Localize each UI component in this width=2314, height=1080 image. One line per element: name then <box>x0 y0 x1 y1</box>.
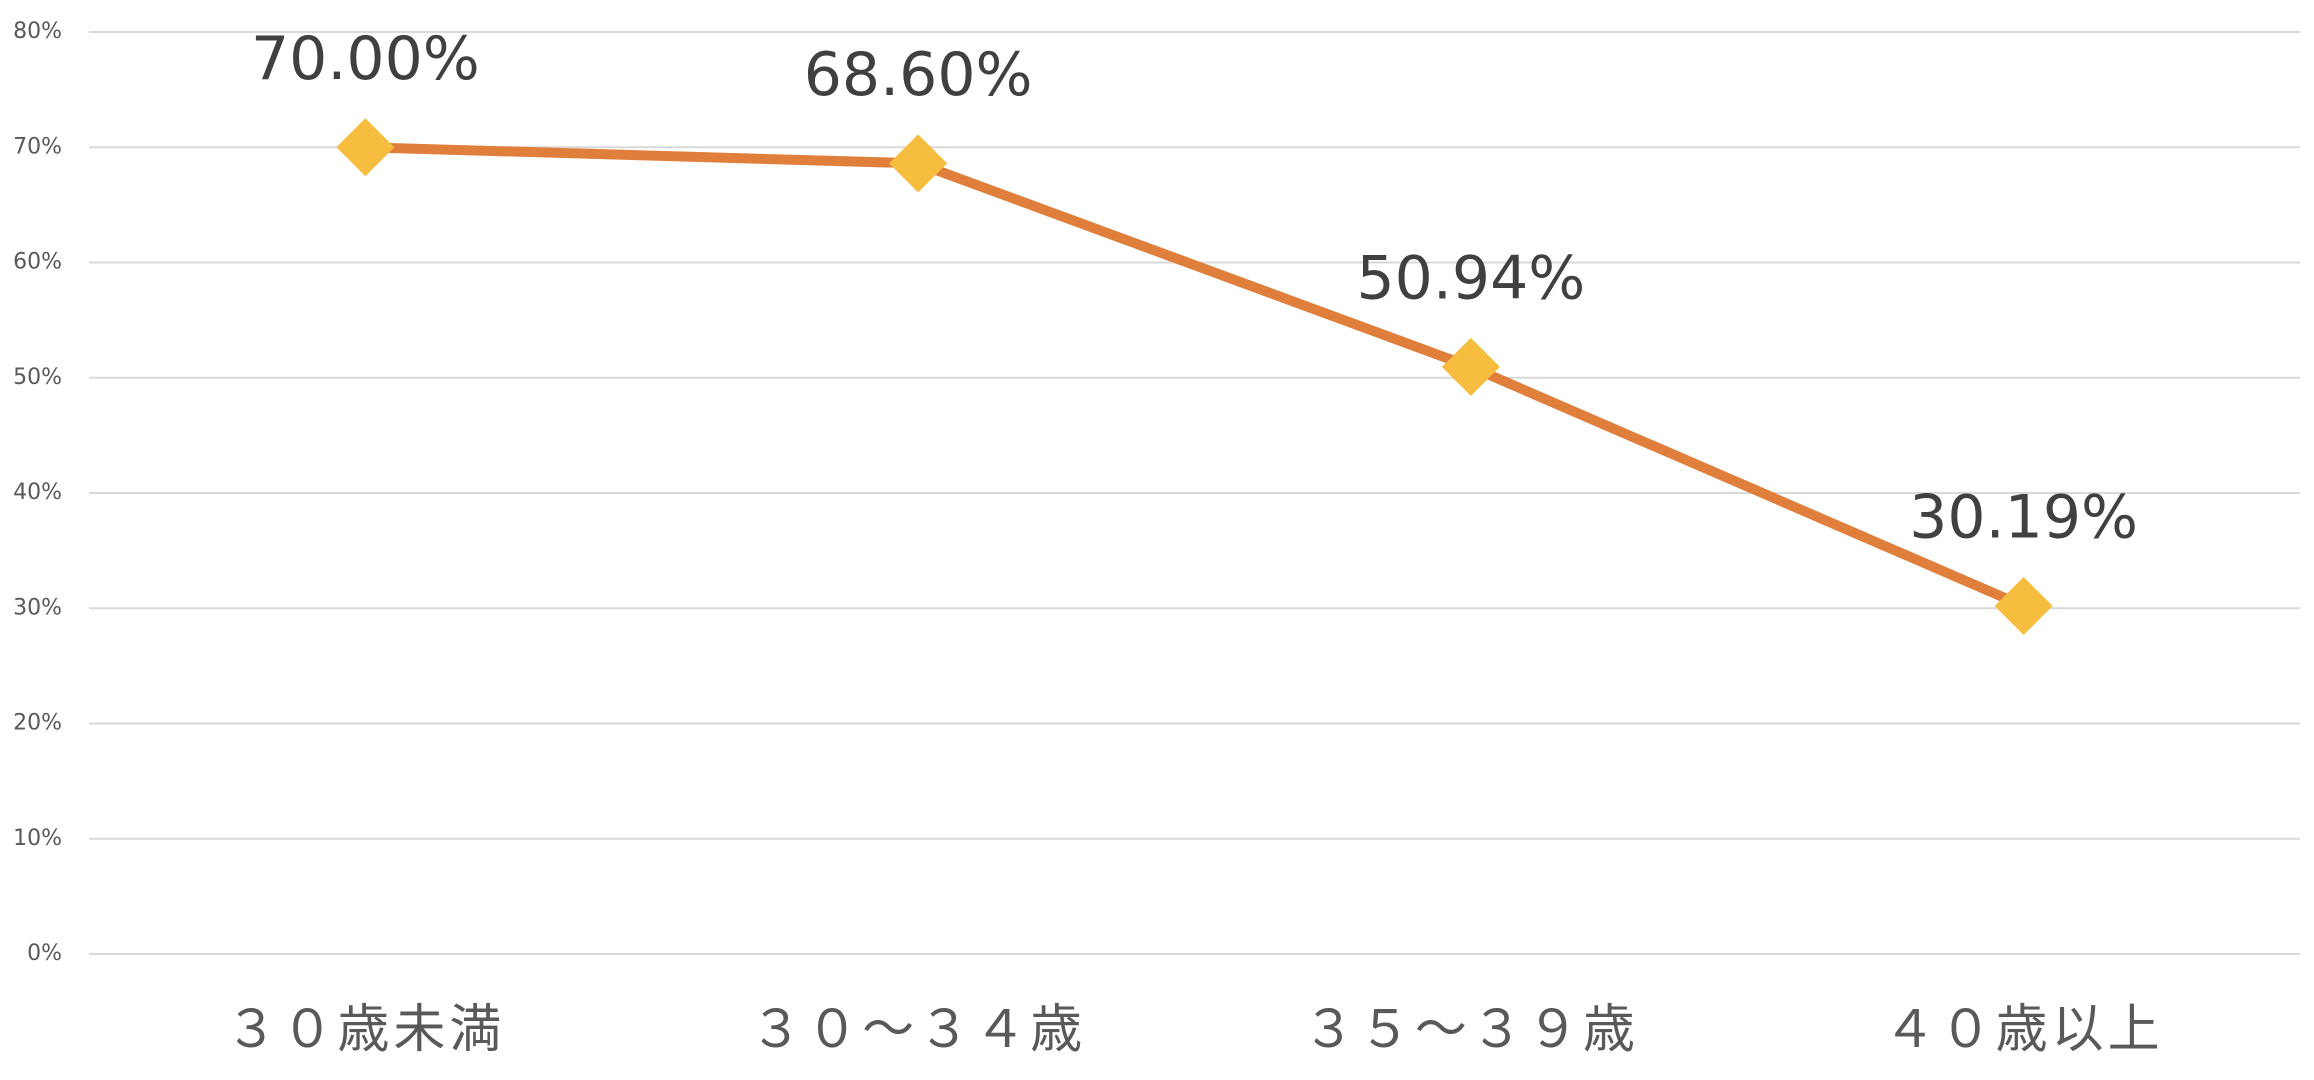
x-tick-label: ４０歳以上 <box>1884 1000 2164 1060</box>
data-label: 50.94% <box>1356 244 1585 314</box>
y-tick-label: 0% <box>27 941 62 966</box>
marker <box>889 134 948 193</box>
y-tick-label: 10% <box>13 826 62 851</box>
marker <box>1994 577 2053 636</box>
y-tick-label: 40% <box>13 480 62 505</box>
y-tick-label: 20% <box>13 711 62 736</box>
x-tick-label: ３５～３９歳 <box>1303 1000 1639 1060</box>
data-label: 30.19% <box>1909 483 2138 553</box>
y-tick-label: 70% <box>13 134 62 159</box>
marker <box>1441 337 1500 396</box>
data-label: 68.60% <box>804 40 1033 110</box>
data-label: 70.00% <box>251 24 480 94</box>
y-tick-label: 50% <box>13 365 62 390</box>
line <box>365 142 2026 611</box>
marker <box>336 118 395 177</box>
x-tick-label: ３０歳未満 <box>225 1000 505 1060</box>
y-tick-label: 30% <box>13 595 62 620</box>
y-tick-label: 80% <box>13 19 62 44</box>
y-tick-label: 60% <box>13 250 62 275</box>
x-tick-label: ３０～３４歳 <box>750 1000 1086 1060</box>
